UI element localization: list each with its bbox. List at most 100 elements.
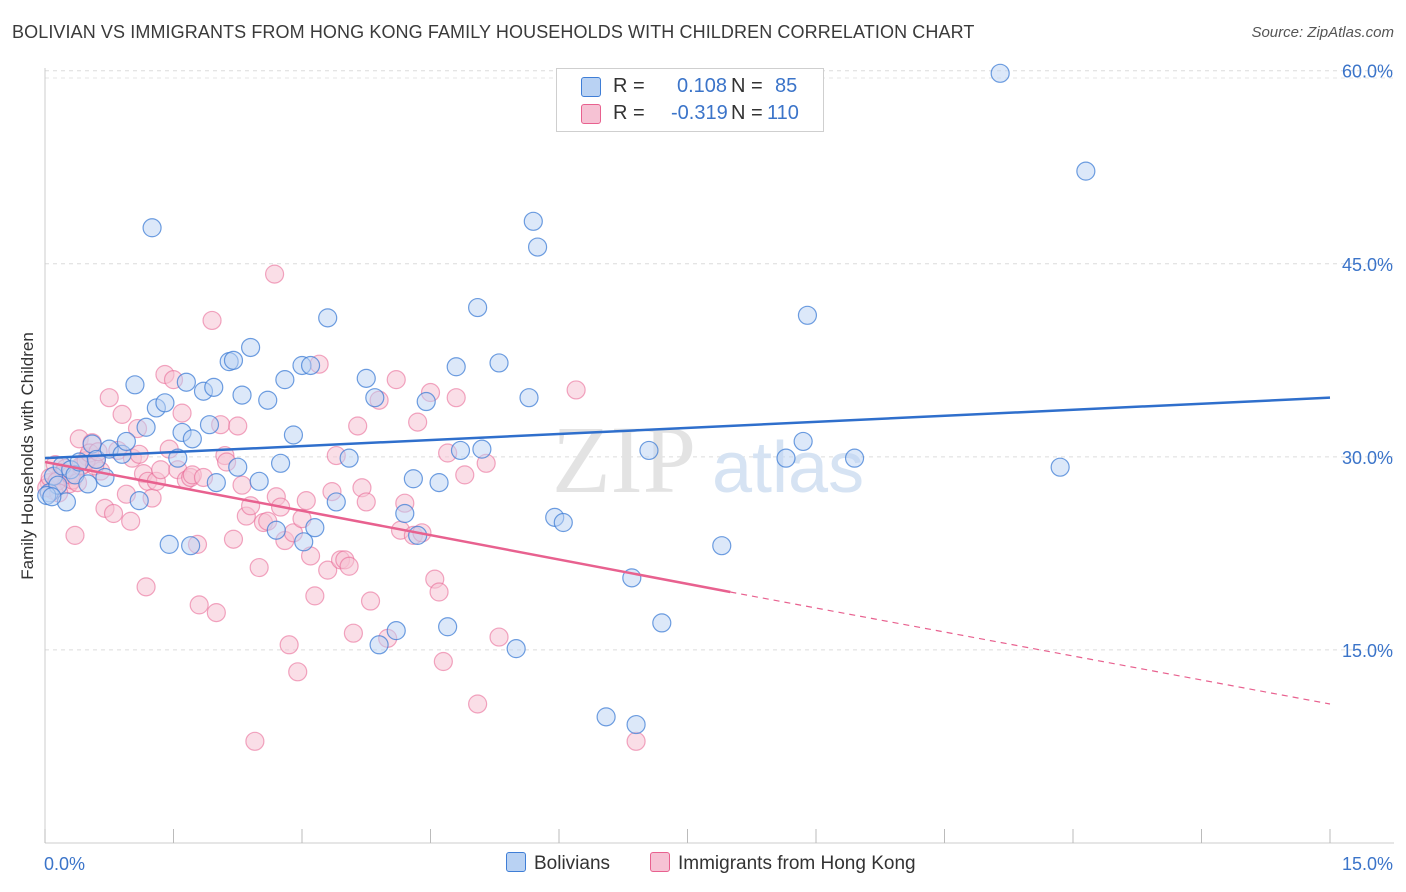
point-bolivians xyxy=(176,372,196,392)
point-hong-kong xyxy=(386,370,406,390)
y-tick-label: 45.0% xyxy=(1342,255,1393,275)
point-bolivians xyxy=(305,518,325,538)
point-bolivians xyxy=(223,350,244,370)
legend-r-label: R = xyxy=(613,102,645,124)
point-hong-kong xyxy=(348,416,368,436)
point-bolivians xyxy=(365,388,385,408)
point-hong-kong xyxy=(136,577,156,597)
legend-r-label: R = xyxy=(613,75,645,97)
point-bolivians xyxy=(596,707,616,727)
point-hong-kong xyxy=(408,412,428,432)
point-hong-kong xyxy=(356,492,376,512)
correlation-legend: R = 0.108 N = 85 R = -0.319 N = 110 xyxy=(556,68,824,132)
point-bolivians xyxy=(204,377,224,397)
point-bolivians xyxy=(472,439,492,459)
point-bolivians xyxy=(125,375,145,395)
watermark: ZIP atlas xyxy=(552,406,864,513)
point-bolivians xyxy=(78,474,98,494)
point-bolivians xyxy=(275,370,295,390)
point-hong-kong xyxy=(339,556,359,576)
point-hong-kong xyxy=(318,560,338,580)
point-bolivians xyxy=(527,237,548,257)
point-bolivians xyxy=(797,305,818,325)
bottom-legend-bolivians: Bolivians xyxy=(506,852,610,875)
bottom-legend-label: Bolivians xyxy=(534,853,611,874)
point-hong-kong xyxy=(279,635,299,655)
point-bolivians xyxy=(116,431,136,452)
point-bolivians xyxy=(300,355,321,376)
point-hong-kong xyxy=(112,404,132,424)
point-hong-kong xyxy=(121,511,141,531)
legend-n-label: N = xyxy=(731,102,763,124)
point-bolivians xyxy=(793,431,813,452)
point-bolivians xyxy=(776,448,796,468)
point-bolivians xyxy=(182,429,202,449)
point-hong-kong xyxy=(343,623,363,643)
point-bolivians xyxy=(416,391,436,412)
legend-n-value: 85 xyxy=(775,75,798,97)
point-bolivians xyxy=(652,613,672,633)
axes xyxy=(44,68,1394,844)
legend-n-value: 110 xyxy=(767,102,799,124)
y-tick-label: 15.0% xyxy=(1342,641,1393,661)
legend-r-value: -0.319 xyxy=(671,102,728,124)
point-bolivians xyxy=(386,621,406,641)
point-bolivians xyxy=(199,415,220,435)
point-hong-kong xyxy=(65,525,85,545)
point-hong-kong xyxy=(433,651,453,672)
series-bolivians xyxy=(37,63,1096,735)
point-bolivians xyxy=(450,440,471,461)
point-bolivians xyxy=(446,357,466,377)
point-hong-kong xyxy=(223,529,244,549)
point-hong-kong xyxy=(288,662,308,682)
point-hong-kong xyxy=(305,586,325,606)
point-bolivians xyxy=(326,492,346,512)
trend-line-hong-kong-extension xyxy=(730,591,1331,705)
point-bolivians xyxy=(181,536,201,556)
gridlines xyxy=(45,70,1394,651)
point-bolivians xyxy=(228,457,248,477)
point-bolivians xyxy=(626,714,646,735)
point-hong-kong xyxy=(206,603,226,623)
point-hong-kong xyxy=(103,503,124,524)
point-hong-kong xyxy=(489,627,509,647)
point-bolivians xyxy=(159,534,179,554)
point-bolivians xyxy=(990,63,1010,83)
point-bolivians xyxy=(1076,161,1096,181)
point-bolivians xyxy=(395,503,415,524)
trend-line-bolivians xyxy=(44,396,1331,460)
trend-lines xyxy=(44,396,1331,705)
point-bolivians xyxy=(136,417,156,437)
point-bolivians xyxy=(339,448,359,468)
point-bolivians xyxy=(168,448,188,468)
point-hong-kong xyxy=(232,475,252,495)
point-bolivians xyxy=(553,512,573,533)
point-bolivians xyxy=(283,425,304,445)
point-bolivians xyxy=(403,469,423,489)
bottom-legend-hong-kong: Immigrants from Hong Kong xyxy=(650,852,916,875)
bottom-legend-swatch-blue xyxy=(506,852,526,872)
point-hong-kong xyxy=(172,403,192,423)
point-bolivians xyxy=(318,308,338,328)
point-bolivians xyxy=(489,353,509,373)
legend-swatch-blue xyxy=(581,77,601,97)
point-bolivians xyxy=(408,525,428,545)
point-bolivians xyxy=(639,440,659,461)
legend-n-label: N = xyxy=(731,75,763,97)
bottom-legend-swatch-pink xyxy=(650,852,670,872)
point-bolivians xyxy=(506,639,526,659)
point-bolivians xyxy=(258,390,278,410)
point-hong-kong xyxy=(626,731,646,751)
point-hong-kong xyxy=(245,731,265,751)
point-hong-kong xyxy=(296,491,316,511)
point-hong-kong xyxy=(228,416,248,436)
point-bolivians xyxy=(266,520,286,540)
point-bolivians xyxy=(249,471,269,491)
point-bolivians xyxy=(206,473,226,493)
point-bolivians xyxy=(468,297,488,318)
watermark-zip: ZIP xyxy=(552,406,696,513)
point-hong-kong xyxy=(249,557,269,578)
point-hong-kong xyxy=(468,694,488,714)
point-bolivians xyxy=(429,473,449,493)
